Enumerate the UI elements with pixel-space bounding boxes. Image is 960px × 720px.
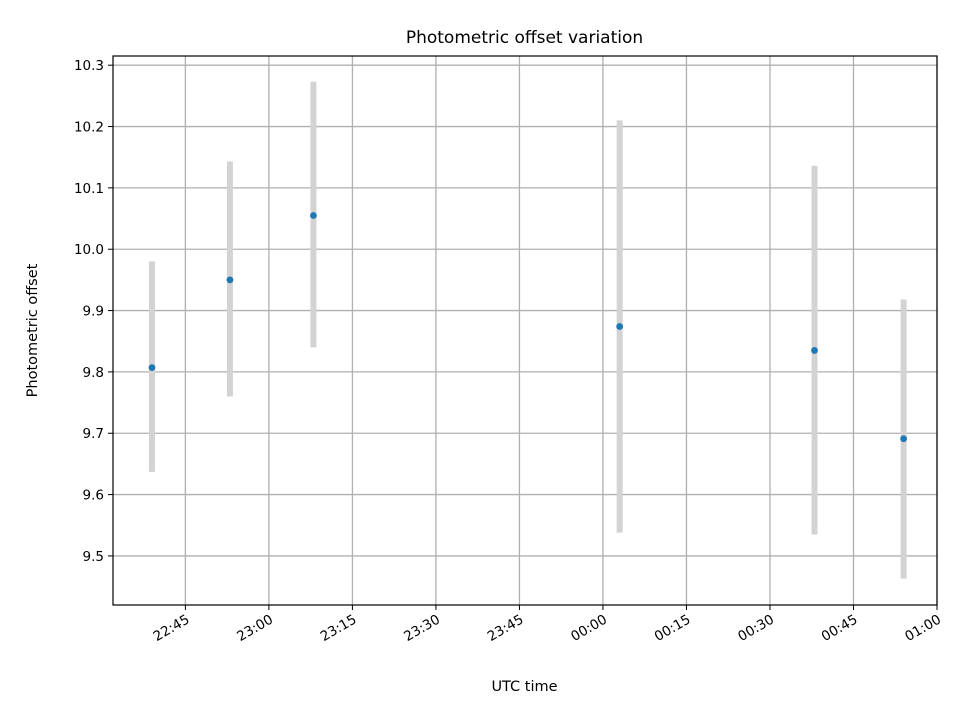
plot-area (113, 56, 937, 605)
data-point (148, 364, 156, 372)
y-tick-label: 9.5 (83, 549, 104, 565)
y-tick-label: 9.8 (83, 365, 104, 381)
plot-frame (112, 55, 938, 606)
y-tick-label: 10.1 (74, 181, 104, 197)
grid-lines (113, 56, 938, 605)
y-tick-label: 9.7 (83, 426, 104, 442)
y-tick-label: 9.6 (83, 488, 104, 504)
y-tick-label: 10.3 (74, 58, 104, 74)
data-point (811, 347, 818, 354)
x-axis-title: UTC time (491, 679, 557, 695)
y-tick-label: 10.2 (74, 120, 104, 136)
y-axis: 9.5 9.6 9.7 9.8 9.9 10.0 10.1 10.2 10.3 (74, 58, 113, 565)
data-point (226, 276, 234, 284)
data-points (148, 212, 907, 443)
chart-title: Photometric offset variation (406, 28, 643, 48)
data-point (900, 435, 907, 443)
y-tick-label: 9.9 (83, 304, 104, 320)
y-axis-title: Photometric offset (25, 263, 41, 397)
data-point (616, 323, 624, 330)
y-tick-label: 10.0 (74, 242, 104, 258)
data-point (310, 212, 317, 219)
